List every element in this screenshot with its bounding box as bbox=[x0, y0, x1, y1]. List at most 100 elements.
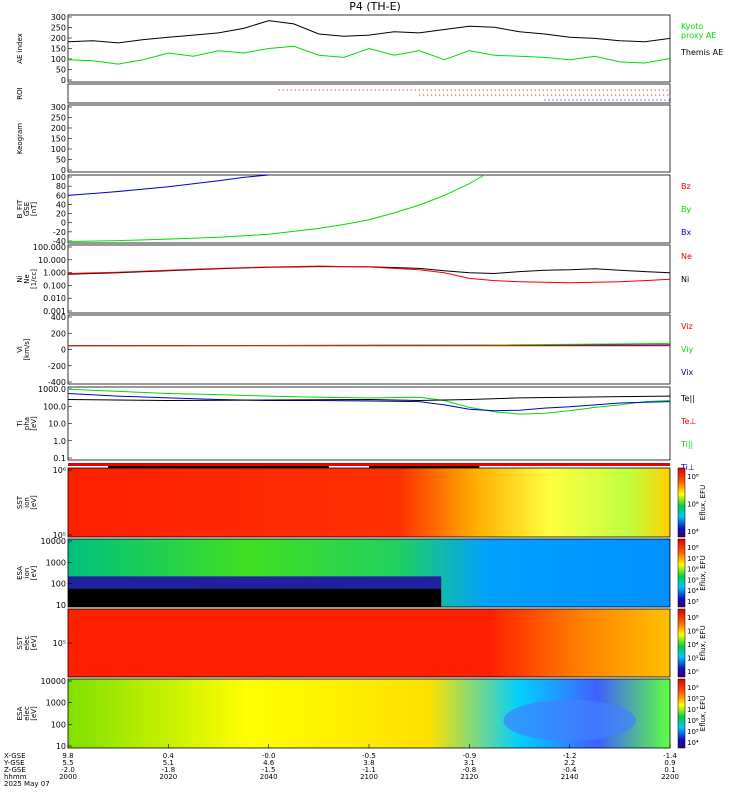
y-tick-label: 10 bbox=[56, 601, 66, 610]
legend-entry: Themis AE bbox=[680, 48, 723, 57]
x-tick-label: 2040 bbox=[260, 773, 278, 781]
y-axis-label: GSE bbox=[23, 202, 31, 216]
colorbar-tick-label: 10⁶ bbox=[687, 717, 699, 725]
colorbar-tick-label: 10⁵ bbox=[687, 728, 699, 736]
y-tick-label: 0 bbox=[61, 219, 66, 228]
y-axis-label: [eV] bbox=[30, 635, 38, 650]
colorbar-tick-label: 10⁷ bbox=[687, 555, 699, 563]
series-line-kyoto-proxy-ae bbox=[67, 45, 671, 65]
y-axis-label: elec bbox=[23, 636, 31, 651]
series-line-ti- bbox=[67, 393, 671, 412]
y-tick-label: 20 bbox=[56, 210, 66, 219]
colorbar-tick-label: 10⁴ bbox=[687, 528, 699, 536]
x-tick-label: -1.8 bbox=[161, 766, 175, 774]
x-tick-label: 3.8 bbox=[363, 759, 374, 767]
y-axis-label: [km/s] bbox=[23, 338, 31, 361]
y-tick-label: 0 bbox=[61, 166, 66, 175]
legend-entry: Bx bbox=[681, 228, 691, 237]
panel-velocity: 400 200 0 -200 -400 Vi [km/s] Viz Viy Vix bbox=[16, 313, 694, 387]
y-tick-label: 0.1 bbox=[53, 454, 66, 463]
sst_ion-spectrogram bbox=[68, 468, 670, 537]
y-axis-label: pha bbox=[23, 417, 31, 430]
colorbar-label: Eflux, EFU bbox=[699, 625, 707, 660]
colorbar-tick-label: 10⁸ bbox=[687, 473, 699, 481]
x-tick-label: 5.5 bbox=[62, 759, 73, 767]
y-tick-label: 10⁵ bbox=[53, 531, 66, 540]
x-tick-label: 2020 bbox=[159, 773, 177, 781]
y-axis-label: elec bbox=[23, 706, 31, 721]
y-tick-label: 50 bbox=[56, 66, 66, 75]
legend-entry: Ne bbox=[681, 252, 692, 261]
y-axis-label: Vi bbox=[16, 346, 24, 353]
y-tick-label: 100 bbox=[51, 145, 66, 154]
series-line-themis-ae bbox=[67, 20, 671, 44]
x-tick-label: 2200 bbox=[661, 773, 679, 781]
x-tick-label: 9.8 bbox=[62, 752, 73, 760]
y-tick-label: 200 bbox=[51, 34, 66, 43]
legend-entry: Bz bbox=[681, 182, 691, 191]
x-tick-label: -0.8 bbox=[462, 766, 476, 774]
colorbar-tick-label: 10⁸ bbox=[687, 544, 699, 552]
legend-entry: Ni bbox=[681, 275, 689, 284]
y-axis-label: ESA bbox=[16, 706, 24, 720]
x-tick-label: -1.5 bbox=[262, 766, 276, 774]
x-tick-label: -0.0 bbox=[262, 752, 276, 760]
colorbar-tick-label: 10⁴ bbox=[687, 641, 699, 649]
y-tick-label: 400 bbox=[51, 313, 66, 322]
x-tick-label: 0.9 bbox=[664, 759, 675, 767]
mode-bar-black-2 bbox=[369, 466, 480, 468]
y-tick-label: 200 bbox=[51, 329, 66, 338]
colorbar-label: Eflux, EFU bbox=[699, 696, 707, 731]
colorbar-tick-label: 10⁰ bbox=[687, 668, 699, 676]
colorbar-label: Eflux, EFU bbox=[699, 485, 707, 520]
y-tick-label: 250 bbox=[51, 24, 66, 33]
legend-entry: By bbox=[681, 205, 691, 214]
colorbar-tick-label: 10³ bbox=[687, 598, 699, 606]
esa-elec-blob bbox=[503, 699, 636, 742]
bfit-frame bbox=[67, 174, 671, 244]
colorbar-tick-label: 10² bbox=[687, 655, 699, 663]
y-tick-label: 10000 bbox=[41, 537, 66, 546]
y-tick-label: 10.000 bbox=[38, 256, 66, 265]
sst_elec-spectrogram bbox=[68, 609, 670, 677]
y-tick-label: 1000 bbox=[46, 558, 66, 567]
panel-temperature: 1000.0 100.0 10.0 1.0 0.1 Ti pha [eV] Te|| Te⊥ Ti|… bbox=[16, 385, 696, 472]
y-tick-label: 300 bbox=[51, 103, 66, 112]
colorbar-tick-label: 10⁹ bbox=[687, 684, 699, 692]
series-line-te- bbox=[67, 395, 671, 402]
plot-date: 2025 May 07 bbox=[4, 780, 50, 788]
sst_ion-colorbar bbox=[677, 467, 686, 538]
colorbar-tick-label: 10⁴ bbox=[687, 739, 699, 747]
y-axis-label: B_FIT bbox=[16, 199, 24, 218]
y-axis-label: [eV] bbox=[30, 565, 38, 580]
y-tick-label: 300 bbox=[51, 13, 66, 22]
y-tick-label: 40 bbox=[56, 200, 66, 209]
y-tick-label: 150 bbox=[51, 45, 66, 54]
series-line-ti- bbox=[67, 388, 671, 415]
y-axis-label: [nT] bbox=[30, 202, 38, 216]
y-axis-label: ion bbox=[23, 568, 31, 579]
y-tick-label: 0.001 bbox=[43, 307, 66, 316]
x-tick-label: 2000 bbox=[59, 773, 77, 781]
y-tick-label: 1.0 bbox=[53, 437, 66, 446]
y-axis-label: SST bbox=[16, 636, 24, 650]
y-axis-label: AE index bbox=[16, 33, 24, 64]
y-tick-label: 10⁵ bbox=[53, 639, 66, 648]
series-line-by bbox=[67, 174, 485, 242]
y-tick-label: 0.100 bbox=[43, 281, 66, 290]
y-tick-label: 10⁶ bbox=[53, 466, 66, 475]
y-tick-label: 250 bbox=[51, 114, 66, 123]
x-tick-label: 4.6 bbox=[263, 759, 275, 767]
x-tick-label: -1.4 bbox=[663, 752, 677, 760]
colorbar-tick-label: 10⁶ bbox=[687, 628, 699, 636]
y-axis-label: [eV] bbox=[30, 416, 38, 431]
colorbar-tick-label: 10⁶ bbox=[687, 501, 699, 509]
x-tick-label: -0.9 bbox=[462, 752, 476, 760]
y-tick-label: -400 bbox=[48, 378, 66, 387]
